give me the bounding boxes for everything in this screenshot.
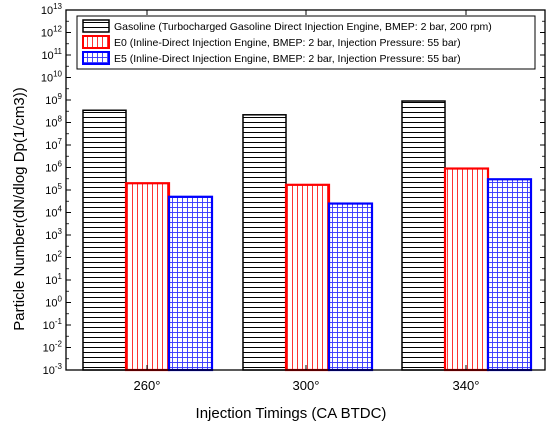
y-tick-label: 109 [45, 92, 62, 107]
legend-swatch-2 [82, 35, 110, 49]
legend-swatch-1 [82, 19, 110, 33]
y-tick-label: 103 [45, 227, 62, 242]
bar-series-1-2 [242, 114, 287, 371]
y-tick-label: 1013 [41, 2, 63, 17]
x-tick-label: 260° [134, 378, 161, 393]
legend-label-1: Gasoline (Turbocharged Gasoline Direct I… [114, 21, 492, 33]
bar-series-2-1 [124, 182, 171, 372]
y-tick-label: 10-3 [43, 362, 63, 377]
x-tick-label: 340° [453, 378, 480, 393]
y-tick-label: 101 [45, 272, 62, 287]
bar-series-3-2 [327, 202, 374, 372]
bar-series-3-1 [167, 195, 214, 372]
bar-series-2-2 [284, 183, 331, 372]
y-tick-label: 100 [45, 295, 62, 310]
y-tick-label: 1012 [41, 25, 63, 40]
y-tick-label: 1011 [41, 47, 62, 62]
x-axis-title: Injection Timings (CA BTDC) [196, 405, 387, 422]
legend: Gasoline (Turbocharged Gasoline Direct I… [76, 15, 536, 70]
y-tick-label: 1010 [41, 70, 63, 85]
legend-label-2: E0 (Inline-Direct Injection Engine, BMEP… [114, 37, 461, 49]
y-tick-label: 102 [45, 250, 62, 265]
plot-area: 10-3 10-2 10-1 100 101 102 103 104 105 106 107 108 1… [41, 2, 546, 393]
x-tick-label: 300° [293, 378, 320, 393]
bar-series-1-3 [401, 100, 446, 371]
legend-swatch-3 [82, 51, 110, 65]
y-tick-label: 105 [45, 182, 62, 197]
y-tick-label: 10-1 [43, 317, 63, 332]
bar-series-3-3 [486, 178, 533, 372]
legend-label-3: E5 (Inline-Direct Injection Engine, BMEP… [114, 53, 461, 65]
y-tick-label: 108 [45, 115, 62, 130]
y-tick-label: 104 [45, 205, 62, 220]
y-tick-label: 107 [45, 137, 62, 152]
legend-box [76, 15, 536, 70]
bar-series-2-3 [443, 167, 490, 372]
y-tick-label: 106 [45, 160, 62, 175]
y-axis-title: Particle Number(dN/dlog Dp(1/cm3)) [11, 87, 28, 330]
y-tick-label: 10-2 [43, 340, 63, 355]
bar-series-1-1 [82, 109, 127, 371]
